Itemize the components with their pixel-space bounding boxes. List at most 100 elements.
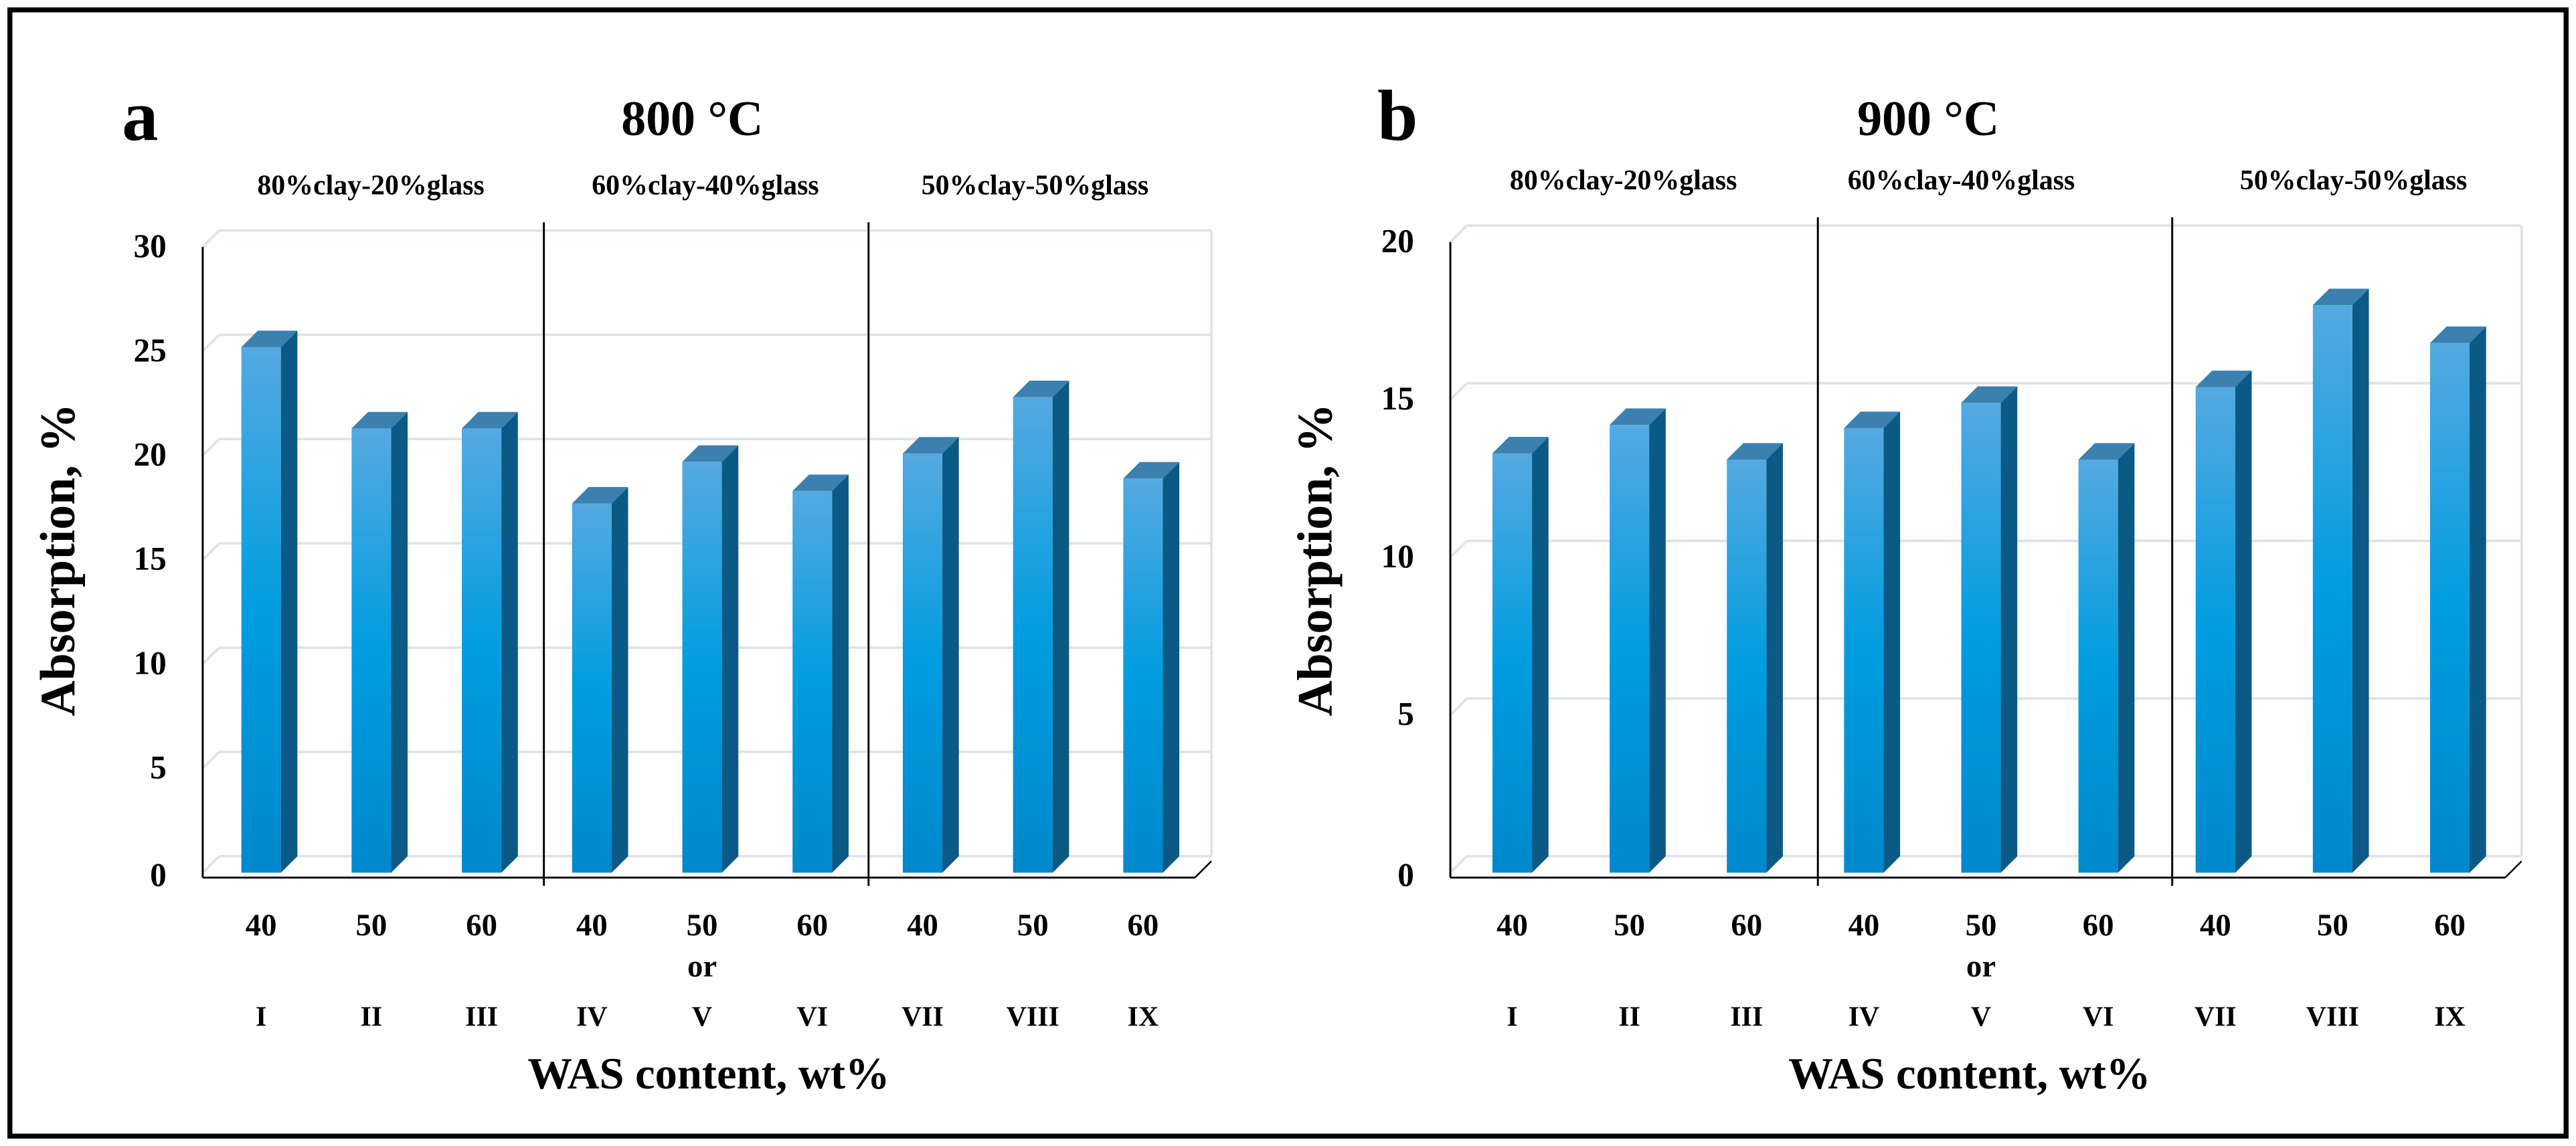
- bar-top: [1123, 462, 1180, 479]
- bar-side: [1052, 381, 1069, 873]
- bar-side: [391, 411, 408, 873]
- sample-id-label: IV: [576, 1001, 608, 1032]
- group-label: 80%clay-20%glass: [257, 170, 484, 201]
- sample-id-label: IX: [1128, 1001, 1159, 1032]
- x-tick-label: 50: [2317, 908, 2348, 943]
- x-tick-label: 40: [907, 908, 938, 943]
- bar-top: [902, 437, 959, 454]
- x-tick-label: 50: [356, 908, 388, 943]
- bar: [462, 428, 502, 873]
- group-label: 50%clay-50%glass: [2240, 165, 2467, 196]
- y-tick-label: 15: [133, 541, 166, 577]
- bar: [1610, 425, 1650, 873]
- y-tick-label: 5: [1397, 696, 1414, 733]
- chart-title: 800 °C: [621, 91, 763, 146]
- or-label: or: [1966, 949, 1996, 984]
- gridline-side: [1449, 855, 1468, 874]
- y-tick-label: 5: [150, 749, 167, 785]
- bar-top: [2078, 443, 2135, 460]
- chart-panel-a: a 800 °C 80%clay-20%glass 60%clay-40%glass 5…: [30, 76, 1213, 1099]
- x-axis-corner: [1194, 860, 1212, 878]
- sample-id-label: VII: [901, 1001, 944, 1032]
- y-tick-label: 15: [1381, 380, 1414, 417]
- bar-top: [682, 445, 739, 462]
- bar-top: [1492, 436, 1549, 454]
- x-tick-label: 40: [576, 908, 608, 943]
- figure-border: [7, 7, 2569, 1139]
- x-tick-label: 60: [1128, 908, 1159, 943]
- gridline-side: [201, 751, 220, 769]
- sample-id-label: IV: [1849, 1001, 1880, 1032]
- group-label: 80%clay-20%glass: [1510, 165, 1737, 196]
- sample-id-label: I: [1507, 1001, 1517, 1032]
- sample-id-label: V: [692, 1001, 712, 1032]
- group-label: 60%clay-40%glass: [1848, 165, 2075, 196]
- bar: [682, 462, 722, 873]
- gridline-side: [1449, 697, 1468, 717]
- bar-side: [1163, 462, 1180, 873]
- bar-side: [1766, 443, 1783, 873]
- bar-side: [611, 487, 628, 873]
- bar: [2078, 460, 2118, 873]
- x-tick-label: 60: [1731, 908, 1762, 943]
- bar-side: [2352, 288, 2369, 873]
- bar-top: [1610, 408, 1666, 425]
- or-label: or: [687, 949, 717, 984]
- x-tick-label: 40: [246, 908, 277, 943]
- bar: [2195, 387, 2235, 873]
- sample-id-label: III: [465, 1001, 498, 1032]
- y-tick-label: 20: [133, 436, 166, 473]
- bar-side: [1883, 411, 1901, 873]
- x-axis-title: WAS content, wt%: [527, 1050, 889, 1099]
- bar-top: [1961, 386, 2018, 403]
- gridline-side: [201, 646, 220, 665]
- sample-id-label: III: [1730, 1001, 1763, 1032]
- sample-id-label: VI: [797, 1001, 829, 1032]
- x-axis-title: WAS content, wt%: [1788, 1050, 2150, 1099]
- y-tick-label: 30: [133, 227, 166, 264]
- bar-side: [832, 474, 849, 873]
- bar-top: [2429, 326, 2486, 343]
- bar: [1123, 478, 1163, 873]
- bar: [241, 347, 281, 873]
- sample-id-label: II: [361, 1001, 383, 1032]
- x-tick-label: 50: [1614, 908, 1645, 943]
- bar-top: [1844, 411, 1901, 428]
- y-tick-label: 25: [133, 332, 166, 369]
- chart-panel-b: b 900 °C 80%clay-20%glass 60%clay-40%glass 5…: [1288, 76, 2523, 1099]
- x-tick-label: 60: [466, 908, 497, 943]
- bar-top: [462, 411, 518, 429]
- panel-letter: a: [122, 76, 158, 156]
- chart-title: 900 °C: [1857, 91, 1999, 146]
- bar: [351, 428, 392, 873]
- gridline-side: [1449, 382, 1468, 401]
- sample-id-label: VI: [2083, 1001, 2114, 1032]
- gridline-side: [201, 334, 220, 353]
- x-tick-label: 60: [2434, 908, 2466, 943]
- bar: [1492, 453, 1533, 873]
- panel-letter: b: [1377, 76, 1418, 156]
- y-axis-title: Absorption, %: [30, 403, 85, 717]
- bar-side: [942, 437, 959, 873]
- sample-id-label: VII: [2195, 1001, 2237, 1032]
- sample-id-label: I: [256, 1001, 266, 1032]
- y-tick-label: 10: [133, 644, 166, 681]
- y-tick-label: 0: [1397, 856, 1414, 893]
- gridline-side: [201, 542, 220, 561]
- top-edge: [1449, 224, 1468, 244]
- gridline-side: [201, 855, 220, 874]
- bar-top: [1013, 381, 1069, 397]
- bar-side: [2118, 443, 2135, 873]
- bar-side: [2470, 326, 2486, 873]
- y-tick-label: 10: [1381, 538, 1414, 575]
- x-tick-label: 50: [687, 908, 718, 943]
- y-tick-label: 0: [150, 856, 167, 893]
- bar: [2429, 343, 2470, 873]
- x-tick-label: 40: [2200, 908, 2231, 943]
- bar: [792, 490, 833, 873]
- sample-id-label: VIII: [1007, 1001, 1059, 1032]
- sample-id-label: IX: [2434, 1001, 2466, 1032]
- gridline-side: [201, 438, 220, 457]
- bar: [902, 453, 943, 873]
